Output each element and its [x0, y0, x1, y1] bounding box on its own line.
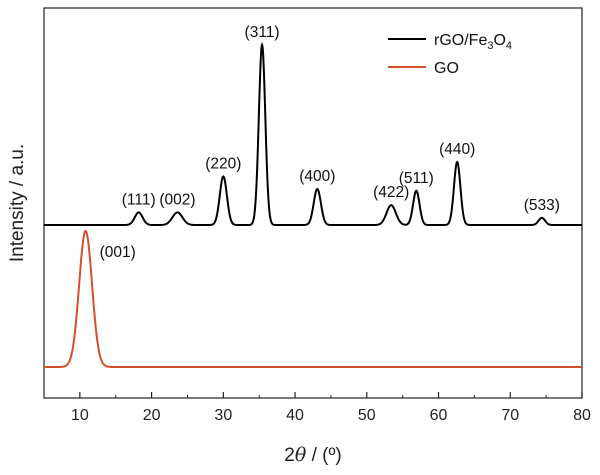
x-axis-ticks: 10 20 30 40 50 60 70 80: [43, 392, 591, 424]
plot-frame: [43, 7, 583, 399]
x-tick-label: 70: [501, 407, 519, 424]
legend-label-rgo-fe3o4: rGO/Fe3O4: [434, 32, 512, 52]
series-line-go: [44, 229, 582, 368]
x-tick-label: 30: [214, 407, 232, 424]
peak-label: (220): [205, 155, 241, 172]
x-tick-label: 10: [71, 407, 89, 424]
y-axis-title: Intensity / a.u.: [7, 144, 28, 262]
x-tick-label: 80: [573, 407, 591, 424]
peak-annotations: (111) (002) (220) (311) (400) (422)(511) (440)…: [100, 24, 560, 261]
peak-label: (111): [122, 191, 156, 208]
peak-label: (400): [299, 168, 335, 185]
peak-label: (311): [245, 24, 280, 41]
peak-label: (511): [399, 170, 434, 187]
x-tick-label: 40: [286, 407, 304, 424]
series-line-rgo-fe3o4: [44, 41, 582, 226]
peak-label: (440): [439, 141, 475, 158]
x-tick-label: 20: [143, 407, 161, 424]
peak-label: (001): [100, 244, 136, 261]
peak-label: (422): [373, 184, 409, 201]
x-tick-label: 60: [430, 407, 448, 424]
x-axis-title: 2θ / (º): [284, 444, 341, 466]
x-tick-label: 50: [358, 407, 376, 424]
legend: rGO/Fe3O4 GO: [388, 32, 512, 77]
legend-label-go: GO: [434, 60, 459, 77]
peak-label: (533): [524, 197, 560, 214]
peak-label: (002): [159, 191, 195, 208]
